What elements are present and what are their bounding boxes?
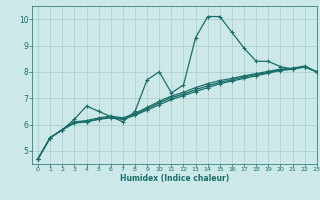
X-axis label: Humidex (Indice chaleur): Humidex (Indice chaleur) <box>120 174 229 183</box>
